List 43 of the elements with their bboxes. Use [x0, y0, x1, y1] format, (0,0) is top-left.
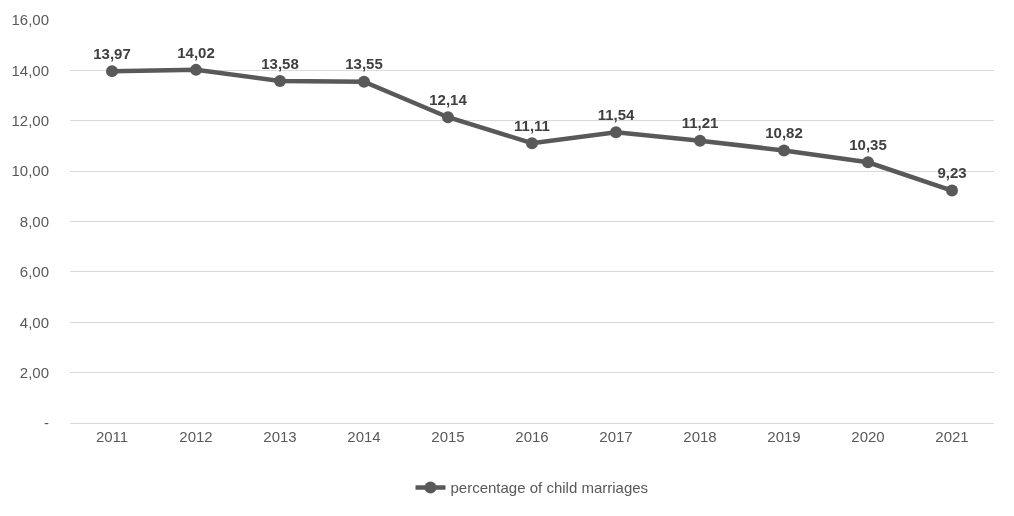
- x-tick-label: 2021: [935, 428, 969, 445]
- x-tick-label: 2013: [263, 428, 297, 445]
- x-tick-label: 2017: [599, 428, 633, 445]
- y-tick-label: 4,00: [19, 313, 49, 331]
- y-tick-label: 10,00: [11, 162, 49, 180]
- point: [106, 65, 118, 78]
- y-tick-label: 12,00: [11, 112, 49, 129]
- y-tick-label: 6,00: [19, 263, 49, 281]
- x-tick-label: 2014: [347, 428, 381, 445]
- point: [358, 75, 370, 88]
- y-tick-label: 8,00: [19, 212, 49, 230]
- data-label: 13,97: [93, 44, 131, 62]
- x-tick-label: 2019: [767, 428, 801, 445]
- x-tick-label: 2020: [851, 428, 885, 445]
- y-tick-label: -: [44, 414, 49, 432]
- y-tick-label: 14,00: [11, 61, 49, 79]
- data-label: 11,11: [514, 116, 550, 134]
- legend-label: percentage of child marriages: [450, 479, 649, 497]
- point: [694, 134, 706, 147]
- data-label: 11,54: [597, 106, 636, 124]
- point: [190, 63, 202, 76]
- point: [610, 126, 622, 139]
- point: [946, 184, 958, 197]
- data-label: 13,58: [261, 54, 299, 72]
- point: [778, 144, 790, 157]
- point: [862, 156, 874, 169]
- data-label: 10,35: [849, 136, 887, 154]
- point: [274, 74, 286, 87]
- data-label: 11,21: [681, 114, 719, 132]
- x-tick-label: 2011: [95, 428, 129, 445]
- point: [526, 137, 538, 150]
- y-tick-label: 16,00: [11, 11, 49, 29]
- data-label: 12,14: [429, 90, 468, 108]
- x-tick-label: 2015: [431, 428, 465, 445]
- data-label: 10,82: [765, 124, 803, 142]
- x-tick-label: 2012: [179, 428, 213, 445]
- data-label: 9,23: [937, 164, 967, 182]
- x-tick-label: 2018: [683, 428, 717, 445]
- point: [442, 111, 454, 124]
- x-tick-label: 2016: [515, 428, 549, 445]
- y-tick-label: 2,00: [19, 363, 49, 381]
- data-label: 14,02: [177, 43, 215, 61]
- data-label: 13,55: [345, 55, 383, 73]
